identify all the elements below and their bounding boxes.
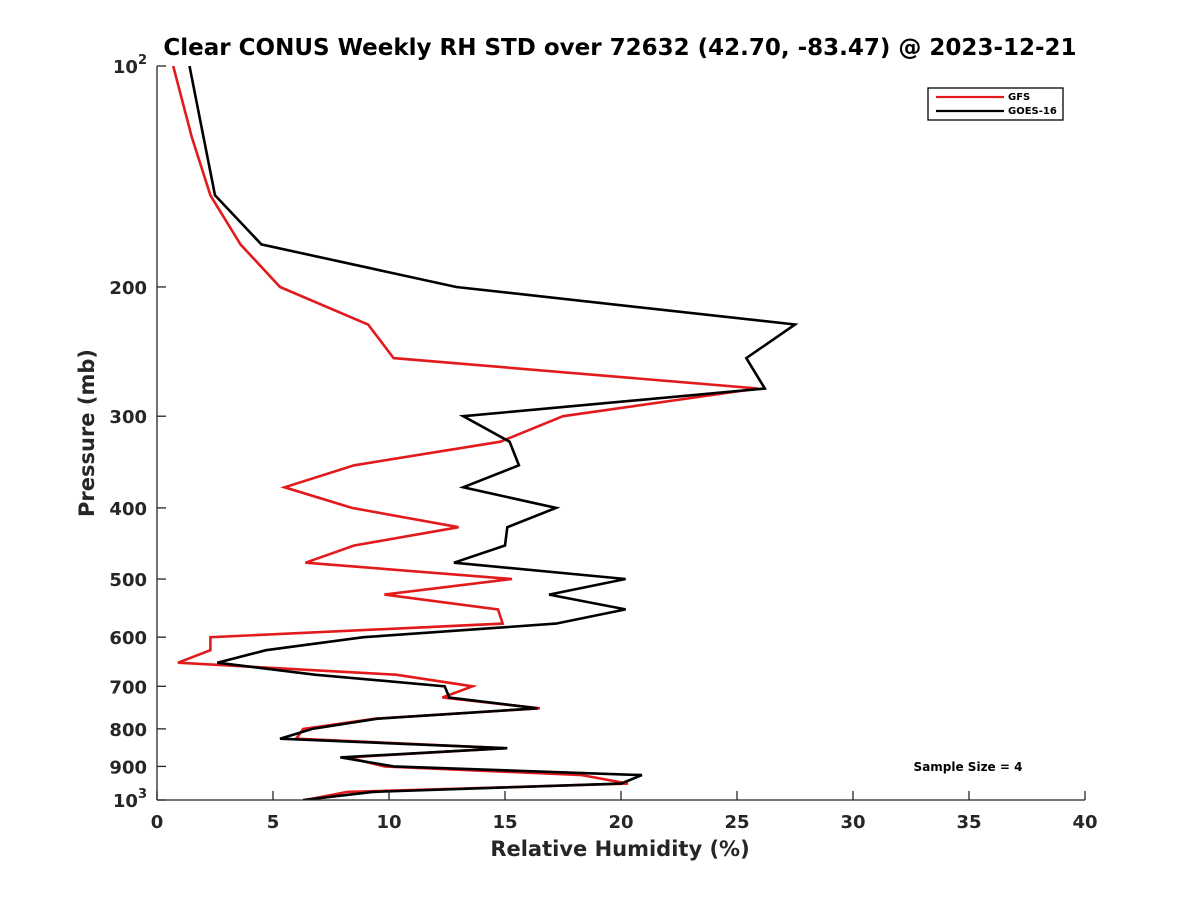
plot-area: 0 5 10 15 20 25 30 35 40 102 200 300 400 500 600 700 800… <box>109 53 1097 833</box>
y-tick-label: 600 <box>109 628 147 649</box>
x-tick-label: 0 <box>151 812 164 833</box>
legend-label-goes16: GOES-16 <box>1008 106 1057 117</box>
sample-size-annotation: Sample Size = 4 <box>914 760 1023 774</box>
legend: GFS GOES-16 <box>927 87 1064 121</box>
series-line-goes16 <box>188 66 799 800</box>
y-tick-label: 103 <box>113 787 147 812</box>
y-tick-label: 800 <box>109 720 147 741</box>
y-tick-label: 102 <box>113 53 147 78</box>
legend-label-gfs: GFS <box>1008 92 1030 103</box>
y-tick-label: 500 <box>109 570 147 591</box>
series-line-gfs <box>171 66 759 800</box>
y-tick-label: 900 <box>109 757 147 778</box>
y-tick-label: 200 <box>109 278 147 299</box>
x-tick-label: 15 <box>492 812 517 833</box>
x-tick-label: 25 <box>724 812 749 833</box>
x-tick-label: 10 <box>376 812 401 833</box>
x-tick-label: 40 <box>1072 812 1097 833</box>
legend-box <box>927 87 1064 121</box>
y-tick-label: 400 <box>109 499 147 520</box>
y-tick-label: 300 <box>109 407 147 428</box>
x-tick-label: 35 <box>956 812 981 833</box>
x-tick-label: 20 <box>608 812 633 833</box>
y-axis-label: Pressure (mb) <box>75 349 99 517</box>
y-tick-label: 700 <box>109 677 147 698</box>
x-tick-label: 5 <box>267 812 280 833</box>
x-axis-label: Relative Humidity (%) <box>490 837 749 861</box>
x-tick-label: 30 <box>840 812 865 833</box>
chart-title: Clear CONUS Weekly RH STD over 72632 (42… <box>163 35 1076 61</box>
